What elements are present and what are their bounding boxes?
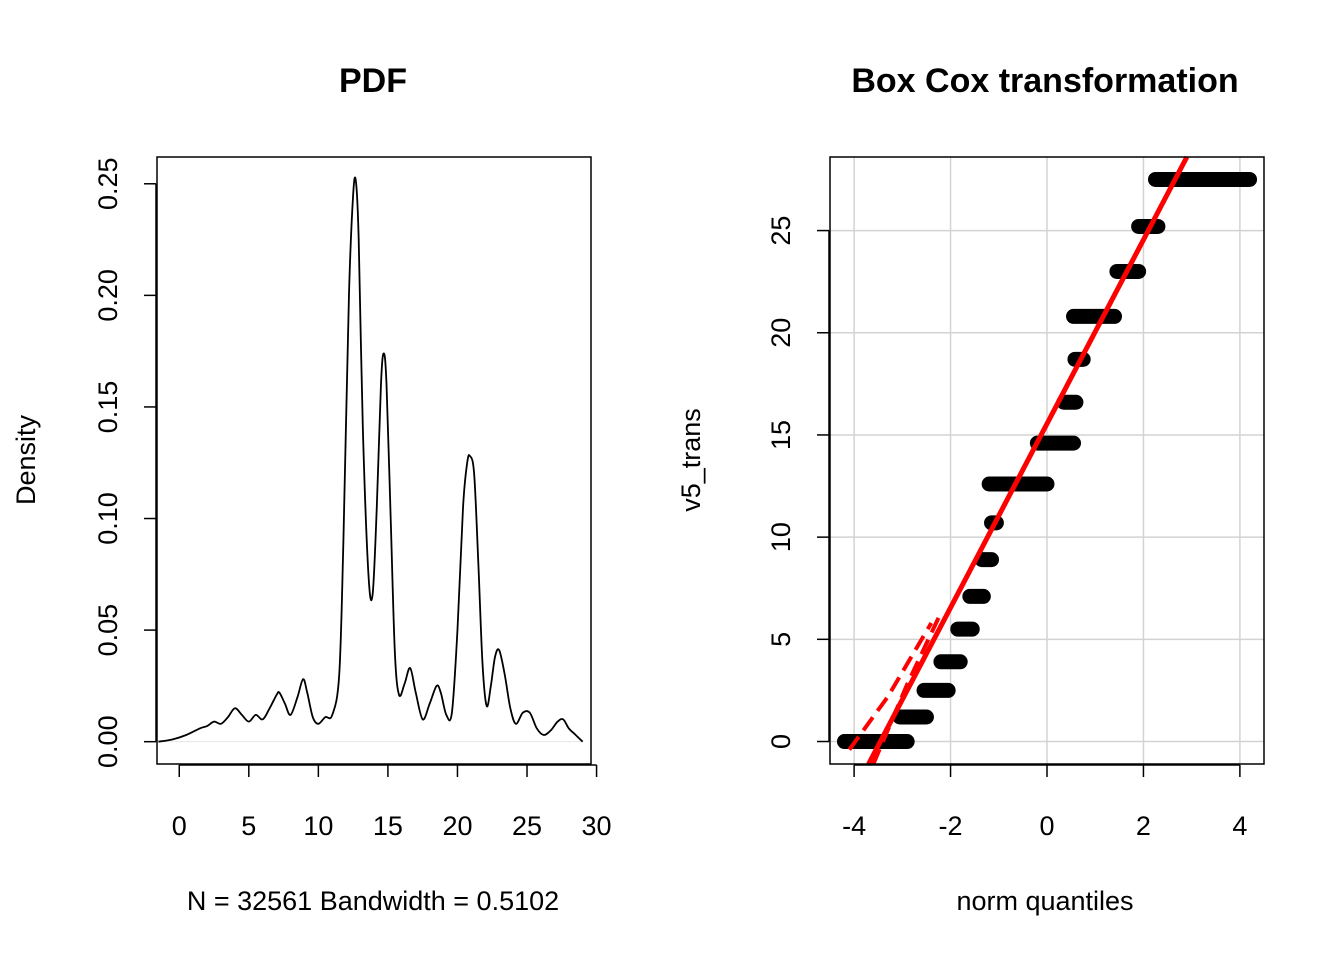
pdf-title: PDF (339, 62, 407, 100)
boxcox-ylabel: v5_trans (676, 408, 706, 512)
pdf-xlabel: N = 32561 Bandwidth = 0.5102 (187, 886, 559, 916)
boxcox-confidence-band-lower (871, 611, 943, 765)
boxcox-confidence-band-upper (847, 621, 934, 751)
pdf-x-tick-label: 0 (172, 811, 187, 841)
boxcox-y-tick-label: 25 (766, 216, 796, 246)
pdf-plot-box (156, 156, 592, 765)
pdf-x-tick-label: 20 (442, 811, 472, 841)
pdf-axes: 0 5 10 15 20 25 30 0.00 0.05 0.10 0.15 0.20 0.25 (93, 157, 612, 841)
pdf-y-tick-label: 0.20 (93, 269, 123, 322)
boxcox-y-tick-label: 0 (766, 734, 796, 749)
boxcox-x-tick-label: -2 (939, 811, 963, 841)
boxcox-x-tick-label: 4 (1232, 811, 1247, 841)
pdf-x-tick-label: 5 (241, 811, 256, 841)
pdf-x-tick-label: 25 (512, 811, 542, 841)
boxcox-grid (830, 157, 1264, 764)
boxcox-axes: -4 -2 0 2 4 0 5 10 15 20 25 (766, 216, 1247, 841)
boxcox-x-tick-label: 0 (1039, 811, 1054, 841)
boxcox-x-tick-label: -4 (842, 811, 866, 841)
pdf-y-tick-label: 0.25 (93, 157, 123, 210)
boxcox-qq-line (866, 155, 1190, 766)
boxcox-plot-box (829, 156, 1265, 765)
pdf-x-tick-label: 15 (373, 811, 403, 841)
pdf-density-curve (158, 176, 584, 743)
boxcox-y-tick-label: 20 (766, 318, 796, 348)
pdf-y-tick-label: 0.05 (93, 604, 123, 657)
boxcox-y-tick-label: 15 (766, 420, 796, 450)
boxcox-xlabel: norm quantiles (956, 886, 1133, 916)
boxcox-x-tick-label: 2 (1136, 811, 1151, 841)
pdf-x-tick-label: 30 (582, 811, 612, 841)
boxcox-y-tick-label: 5 (766, 632, 796, 647)
pdf-x-tick-label: 10 (303, 811, 333, 841)
boxcox-title: Box Cox transformation (851, 62, 1238, 100)
pdf-panel: PDF 0 5 10 15 20 25 30 0.00 0.05 0.10 0.15 0.20 0.25… (11, 62, 612, 916)
pdf-y-tick-label: 0.10 (93, 492, 123, 545)
pdf-ylabel: Density (11, 414, 41, 505)
pdf-y-tick-label: 0.00 (93, 715, 123, 768)
boxcox-reference-lines (847, 155, 1190, 766)
boxcox-panel: Box Cox transformation -4 -2 0 2 4 0 5 10 15 20 25… (676, 62, 1265, 916)
boxcox-y-tick-label: 10 (766, 522, 796, 552)
pdf-y-tick-label: 0.15 (93, 381, 123, 434)
